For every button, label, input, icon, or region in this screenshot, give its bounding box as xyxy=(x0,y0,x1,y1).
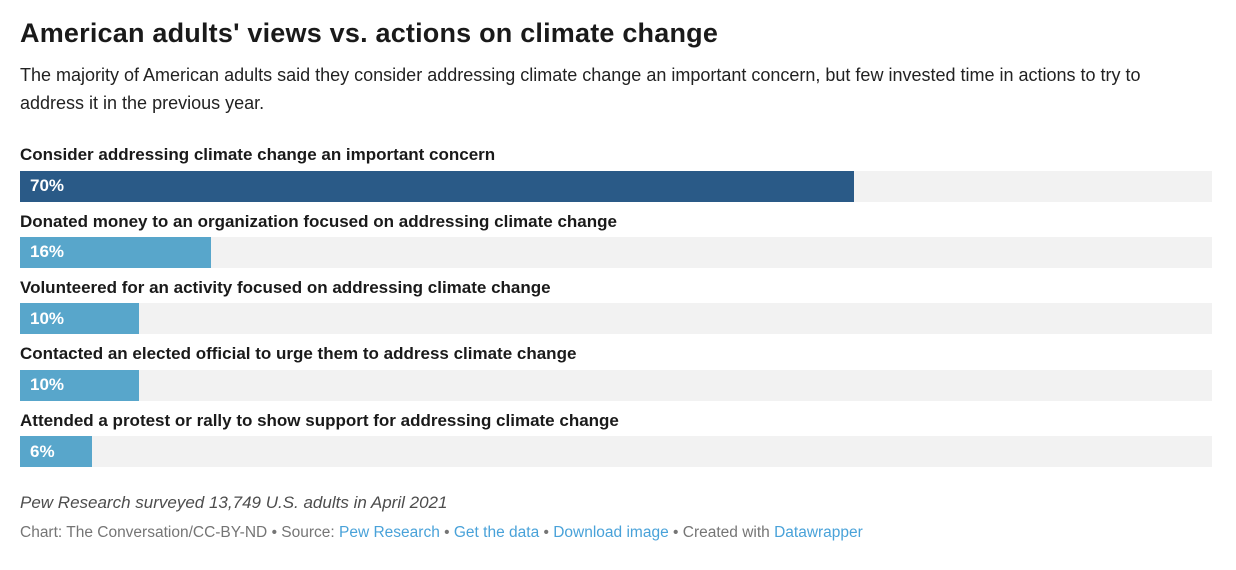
bar-row: Attended a protest or rally to show supp… xyxy=(20,410,1212,468)
bar-value-label: 16% xyxy=(30,242,65,262)
bar-value-label: 10% xyxy=(30,375,65,395)
chart-footer: Chart: The Conversation/CC-BY-ND • Sourc… xyxy=(20,524,1212,542)
bar-value-label: 6% xyxy=(30,441,55,461)
bar-label: Volunteered for an activity focused on a… xyxy=(20,277,551,297)
bar-row: Contacted an elected official to urge th… xyxy=(20,344,1212,401)
bar-label: Attended a protest or rally to show supp… xyxy=(20,410,619,430)
bar-track: 10% xyxy=(20,369,1212,401)
footer-separator: • xyxy=(444,524,454,542)
footer-separator: • xyxy=(271,524,282,542)
bar-fill: 10% xyxy=(20,369,140,401)
bar-row: Volunteered for an activity focused on a… xyxy=(20,277,1212,335)
bar-chart: Consider addressing climate change an im… xyxy=(20,145,1212,468)
bar-value-label: 10% xyxy=(30,308,65,328)
bar-track: 6% xyxy=(20,436,1212,468)
source-link[interactable]: Pew Research xyxy=(339,524,440,542)
chart-footnote: Pew Research surveyed 13,749 U.S. adults… xyxy=(20,493,448,513)
datawrapper-link[interactable]: Datawrapper xyxy=(774,524,863,542)
bar-track: 10% xyxy=(20,303,1212,335)
download-image-link[interactable]: Download image xyxy=(553,524,669,542)
bar-fill: 10% xyxy=(20,303,140,335)
created-with-label: Created with xyxy=(682,524,770,542)
chart-credit: Chart: The Conversation/CC-BY-ND xyxy=(20,524,268,542)
chart-subtitle: The majority of American adults said the… xyxy=(20,65,1141,114)
bar-track: 70% xyxy=(20,170,1212,202)
footer-separator: • xyxy=(673,524,683,542)
bar-label: Contacted an elected official to urge th… xyxy=(20,344,577,364)
bar-value-label: 70% xyxy=(30,176,65,196)
bar-row: Donated money to an organization focused… xyxy=(20,212,1212,268)
get-data-link[interactable]: Get the data xyxy=(453,524,540,542)
source-label: Source: xyxy=(281,524,335,542)
bar-row: Consider addressing climate change an im… xyxy=(20,145,1212,202)
bar-track: 16% xyxy=(20,236,1212,268)
bar-label: Consider addressing climate change an im… xyxy=(20,145,496,165)
bar-label: Donated money to an organization focused… xyxy=(20,211,617,231)
bar-fill: 6% xyxy=(20,436,92,468)
footer-separator: • xyxy=(543,524,554,542)
bar-fill: 70% xyxy=(20,170,855,202)
chart-title: American adults' views vs. actions on cl… xyxy=(20,18,719,48)
bar-fill: 16% xyxy=(20,236,211,268)
